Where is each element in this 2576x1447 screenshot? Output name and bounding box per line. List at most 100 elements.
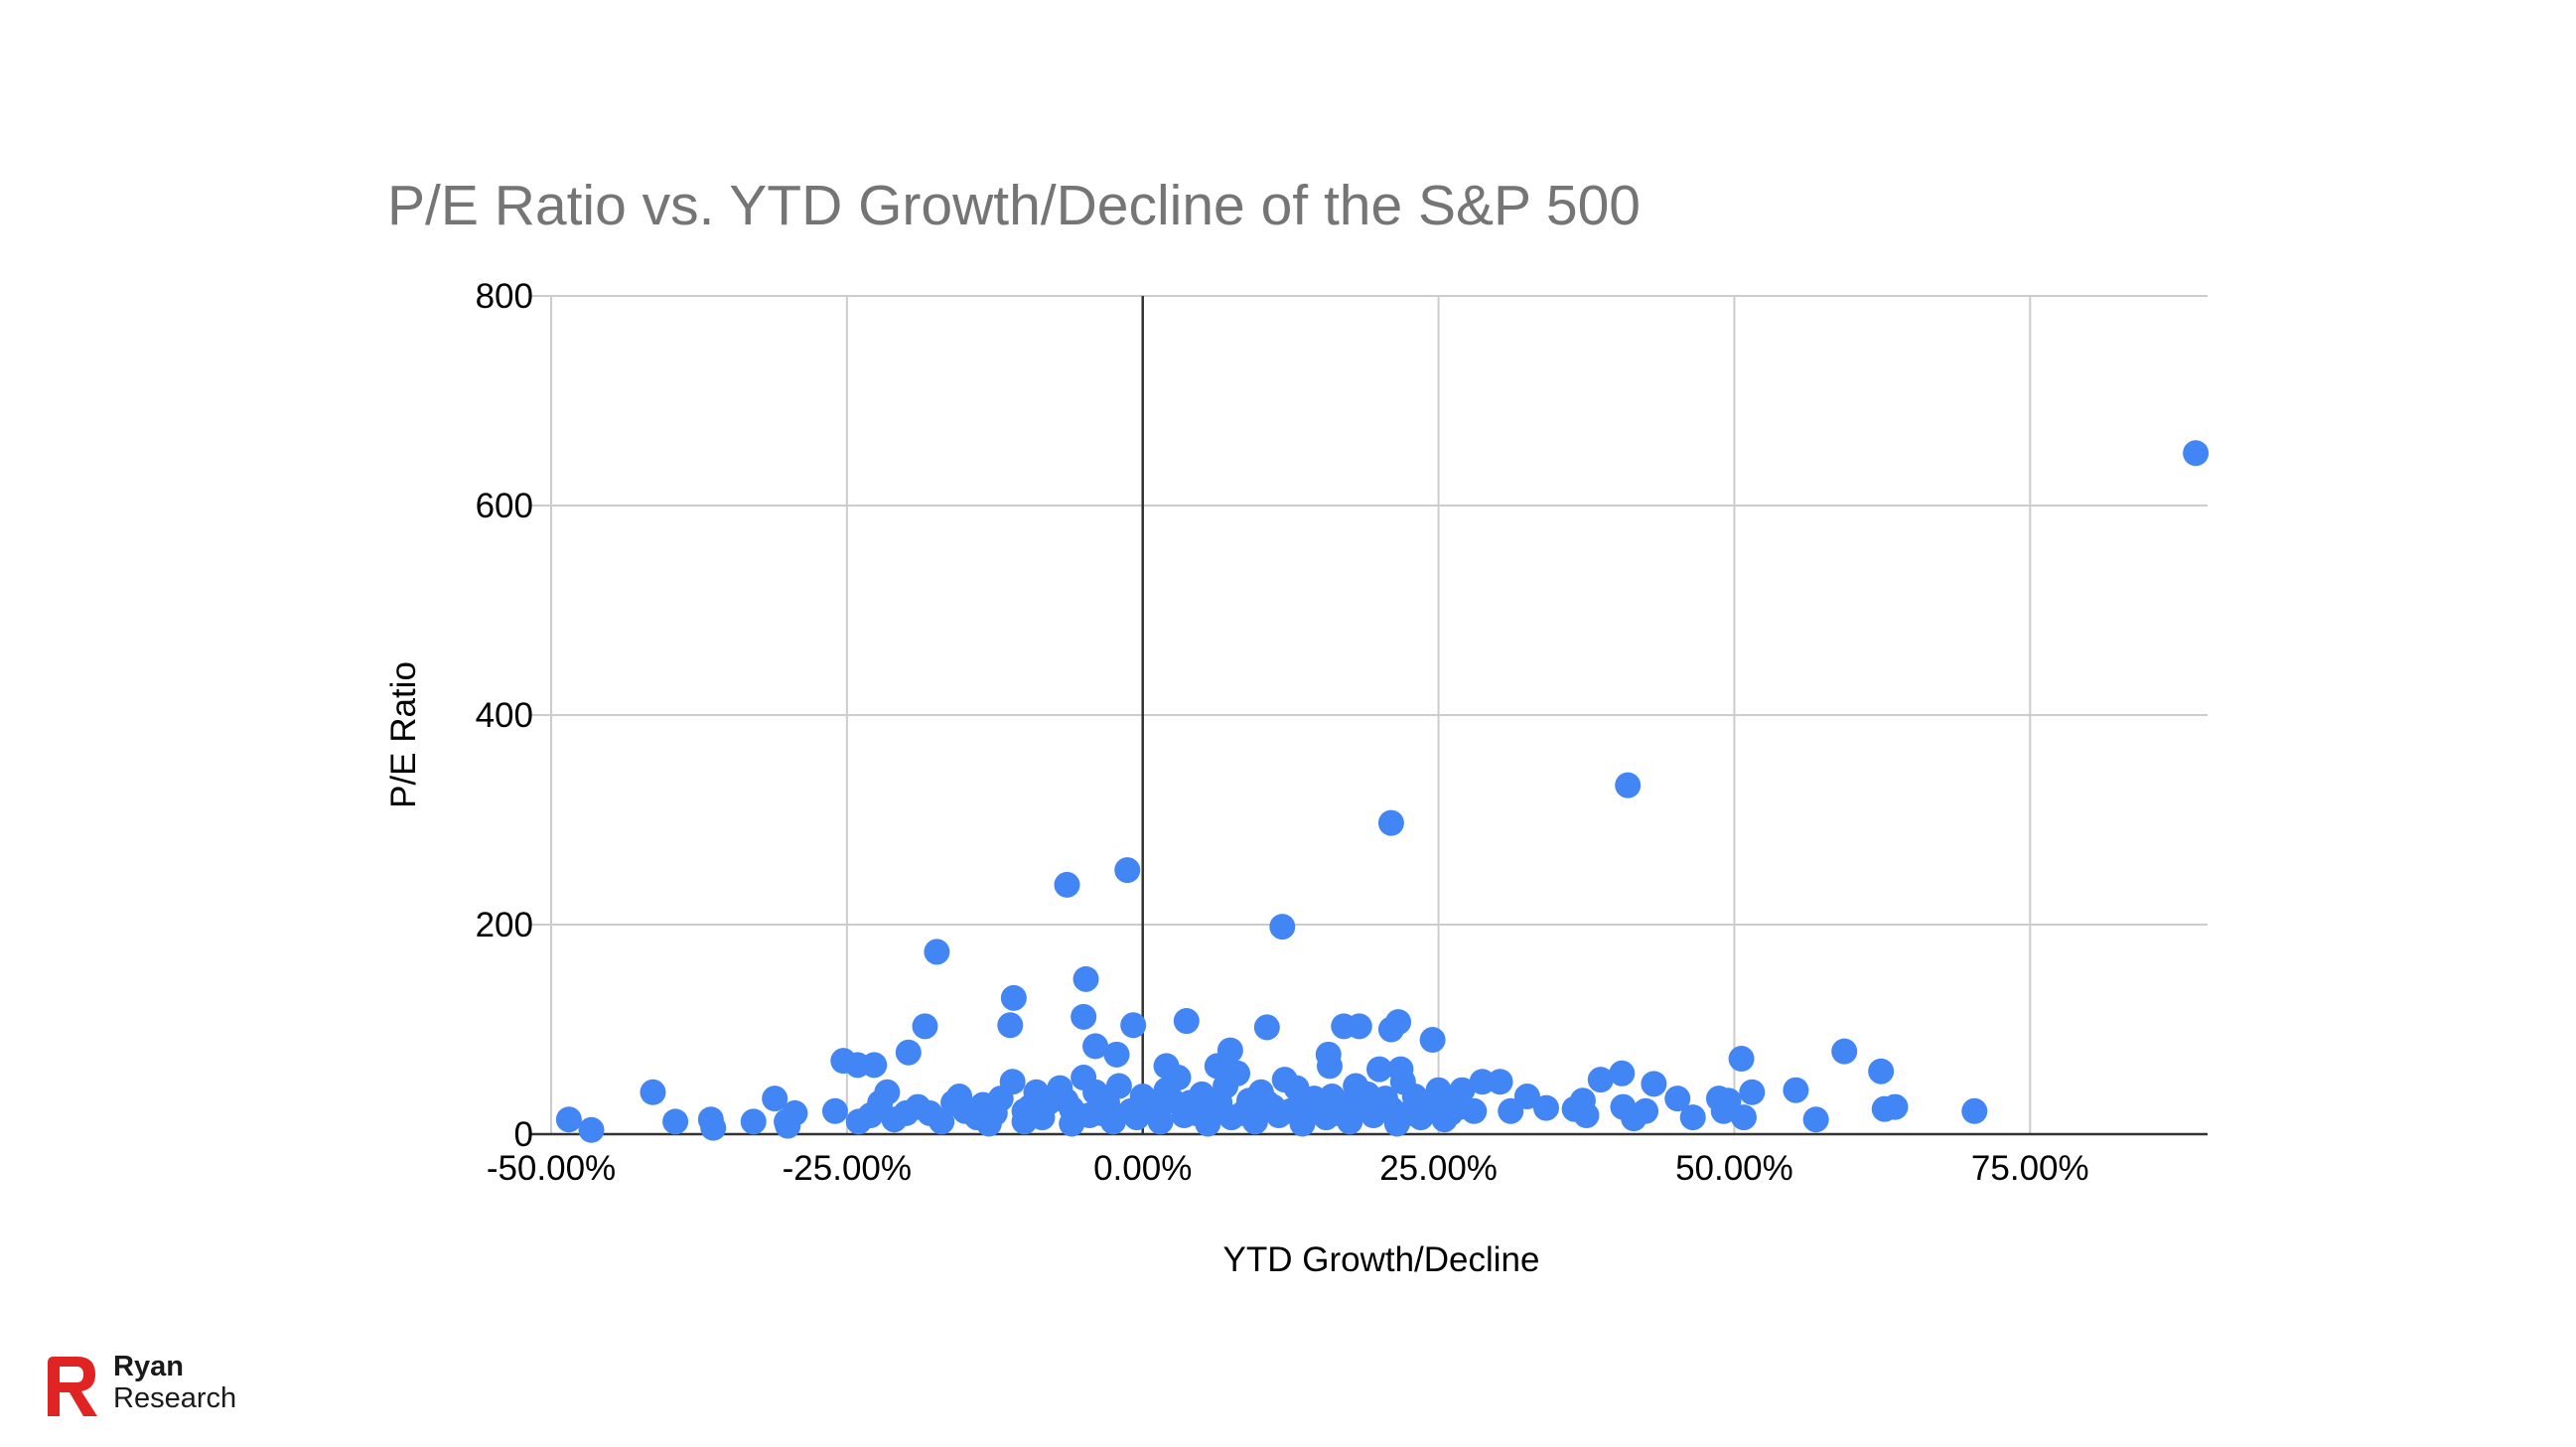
data-point bbox=[1573, 1102, 1600, 1129]
data-point bbox=[740, 1108, 767, 1135]
y-tick-label: 800 bbox=[476, 277, 533, 316]
data-point bbox=[1105, 1073, 1132, 1099]
data-point bbox=[1498, 1097, 1524, 1124]
data-point bbox=[1269, 914, 1296, 941]
y-tick-label: 0 bbox=[514, 1115, 533, 1154]
data-point bbox=[1229, 1099, 1256, 1126]
data-point bbox=[1165, 1065, 1192, 1091]
data-point bbox=[1301, 1085, 1328, 1112]
data-point bbox=[1802, 1106, 1829, 1133]
data-point bbox=[1346, 1013, 1372, 1040]
y-axis-title: P/E Ratio bbox=[384, 661, 423, 808]
data-point bbox=[999, 1069, 1026, 1095]
data-point bbox=[662, 1108, 689, 1135]
data-point bbox=[1253, 1014, 1280, 1041]
data-point bbox=[1253, 1089, 1280, 1116]
data-point bbox=[1114, 857, 1141, 884]
data-point bbox=[861, 1052, 888, 1079]
brand-line-1: Ryan bbox=[113, 1351, 184, 1382]
x-tick-label: 25.00% bbox=[1379, 1149, 1498, 1188]
y-tick-label: 200 bbox=[476, 906, 533, 944]
data-point bbox=[929, 1108, 955, 1135]
data-point bbox=[1871, 1095, 1898, 1122]
grid-layer bbox=[531, 295, 2208, 1136]
data-point bbox=[1532, 1094, 1559, 1121]
data-point bbox=[1377, 1016, 1404, 1043]
data-point bbox=[981, 1099, 1008, 1126]
data-point bbox=[1103, 1041, 1130, 1068]
data-point bbox=[1395, 1099, 1422, 1126]
data-point bbox=[1868, 1058, 1895, 1085]
data-point bbox=[1377, 809, 1404, 836]
data-point bbox=[1621, 1105, 1647, 1132]
data-point bbox=[1679, 1104, 1706, 1131]
data-point bbox=[1088, 1099, 1115, 1126]
data-point bbox=[1739, 1079, 1766, 1105]
data-point bbox=[1831, 1038, 1858, 1065]
data-point bbox=[912, 1013, 938, 1040]
data-point bbox=[1316, 1053, 1343, 1080]
data-point bbox=[1730, 1104, 1757, 1131]
data-point bbox=[1082, 1033, 1109, 1060]
data-point bbox=[1487, 1069, 1513, 1095]
data-point bbox=[1349, 1091, 1375, 1118]
data-point bbox=[924, 939, 950, 965]
tick-layer: 0 200 400 600 800 -50.00% -25.00% 0.00% 25.00% 50… bbox=[476, 277, 2089, 1188]
data-point bbox=[1469, 1069, 1496, 1095]
brand-line-2: Research bbox=[113, 1382, 237, 1414]
data-point bbox=[1204, 1053, 1230, 1080]
data-point bbox=[946, 1084, 973, 1110]
x-tick-label: -25.00% bbox=[783, 1149, 912, 1188]
data-point bbox=[1173, 1008, 1200, 1035]
data-point bbox=[1073, 965, 1099, 992]
x-tick-label: 75.00% bbox=[1971, 1149, 2089, 1188]
data-point bbox=[1615, 772, 1642, 798]
data-point bbox=[1419, 1027, 1446, 1054]
chart-title: P/E Ratio vs. YTD Growth/Decline of the … bbox=[387, 174, 1641, 237]
data-point bbox=[1783, 1077, 1809, 1103]
data-point bbox=[1664, 1085, 1691, 1112]
data-point bbox=[821, 1097, 848, 1124]
points-layer bbox=[555, 440, 2210, 1143]
x-axis-title: YTD Growth/Decline bbox=[1223, 1240, 1540, 1279]
data-point bbox=[1710, 1097, 1737, 1124]
data-point bbox=[893, 1099, 920, 1126]
data-point bbox=[1513, 1084, 1540, 1110]
data-point bbox=[1371, 1085, 1398, 1112]
ryan-research-logo-icon bbox=[48, 1357, 97, 1416]
data-point bbox=[1071, 1003, 1097, 1030]
data-point bbox=[578, 1116, 605, 1143]
data-point bbox=[1609, 1060, 1636, 1086]
data-point bbox=[640, 1079, 666, 1105]
data-point bbox=[1159, 1087, 1186, 1114]
data-point bbox=[775, 1112, 801, 1139]
data-point bbox=[1135, 1095, 1162, 1122]
data-point bbox=[895, 1039, 922, 1066]
data-point bbox=[1120, 1012, 1147, 1039]
data-point bbox=[1053, 1087, 1079, 1114]
data-point bbox=[1461, 1097, 1488, 1124]
data-point bbox=[1277, 1097, 1304, 1124]
data-point bbox=[857, 1102, 884, 1129]
data-point bbox=[1000, 984, 1027, 1011]
data-point bbox=[1961, 1097, 1988, 1124]
data-point bbox=[1207, 1089, 1233, 1116]
data-point bbox=[1054, 871, 1080, 898]
data-point bbox=[1366, 1056, 1392, 1083]
brand-name: Ryan Research bbox=[113, 1351, 236, 1414]
x-tick-label: -50.00% bbox=[487, 1149, 616, 1188]
x-tick-label: 0.00% bbox=[1093, 1149, 1192, 1188]
data-point bbox=[1728, 1046, 1755, 1073]
data-point bbox=[1325, 1099, 1352, 1126]
x-tick-label: 50.00% bbox=[1675, 1149, 1793, 1188]
data-point bbox=[1183, 1099, 1210, 1126]
data-point bbox=[1017, 1093, 1044, 1120]
y-tick-label: 600 bbox=[476, 487, 533, 525]
y-tick-label: 400 bbox=[476, 696, 533, 735]
data-point bbox=[555, 1106, 582, 1133]
data-point bbox=[1641, 1071, 1667, 1097]
data-point bbox=[762, 1085, 788, 1112]
data-point bbox=[1419, 1089, 1446, 1116]
